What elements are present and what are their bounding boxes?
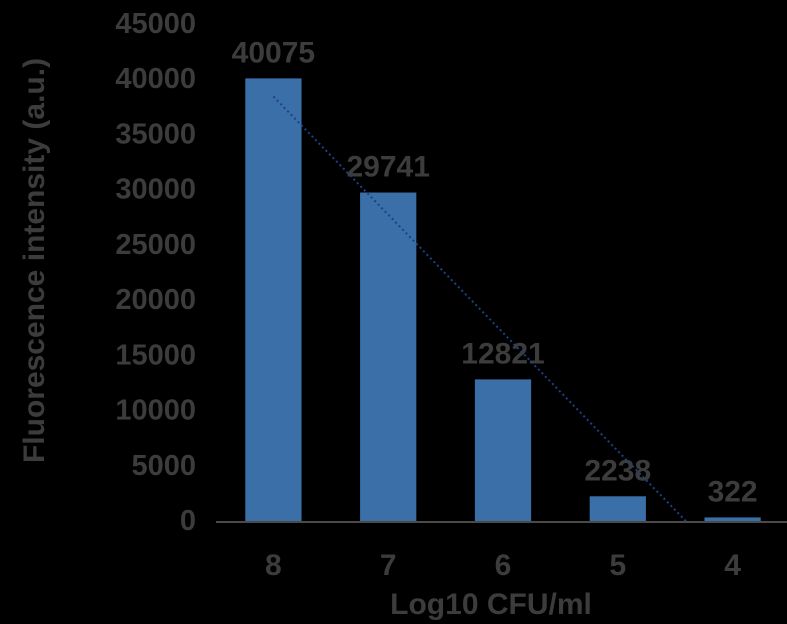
- bar-6: [474, 379, 532, 521]
- y-axis-title: Fluorescence intensity (a.u.): [18, 58, 51, 463]
- x-tick-label: 6: [495, 549, 512, 582]
- x-tick-label: 7: [380, 549, 397, 582]
- x-tick-label: 5: [609, 549, 626, 582]
- data-label-8: 40075: [232, 36, 315, 69]
- data-label-7: 29741: [346, 151, 429, 184]
- bar-4: [704, 517, 761, 521]
- data-label-6: 12821: [461, 337, 544, 370]
- y-tick-label: 10000: [115, 395, 196, 427]
- bar-7: [360, 192, 417, 522]
- data-labels: 40075 29741 12821 2238 322: [232, 36, 758, 508]
- bars: [245, 78, 761, 522]
- bar-8: [245, 78, 302, 521]
- trendline: [272, 95, 687, 522]
- y-tick-label: 45000: [115, 8, 196, 40]
- y-tick-label: 25000: [115, 229, 196, 261]
- y-tick-label: 20000: [115, 284, 196, 316]
- y-tick-label: 40000: [115, 63, 196, 95]
- x-tick-label: 8: [265, 549, 282, 582]
- y-tick-label: 35000: [115, 118, 196, 150]
- bar-5: [589, 496, 646, 521]
- data-label-4: 322: [708, 475, 758, 508]
- y-tick-label: 5000: [131, 450, 196, 482]
- x-axis-ticks: 8 7 6 5 4: [265, 549, 741, 582]
- y-tick-label: 15000: [115, 339, 196, 371]
- x-tick-label: 4: [724, 549, 741, 582]
- x-axis-title: Log10 CFU/ml: [390, 588, 592, 621]
- data-label-5: 2238: [584, 454, 651, 487]
- y-tick-label: 30000: [115, 174, 196, 206]
- y-tick-label: 0: [180, 505, 196, 537]
- y-axis-ticks: 0 5000 10000 15000 20000 25000 30000 35000 40000…: [115, 8, 196, 537]
